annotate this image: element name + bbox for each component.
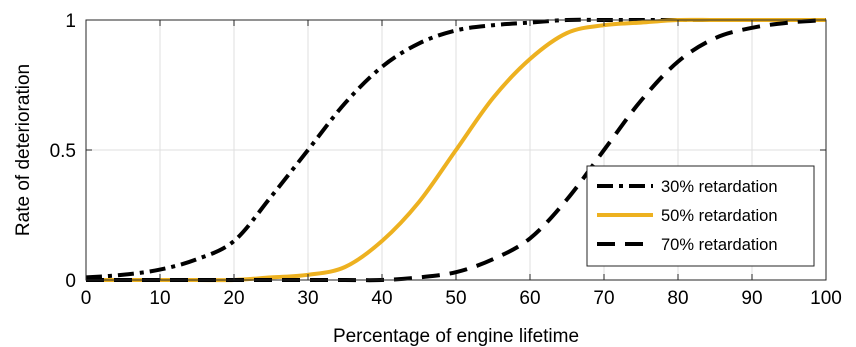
axis-ticks: 0 10 20 30 40 50 60 70 80 90 100 0 0.5 1 — [50, 11, 842, 309]
x-tick-label: 90 — [741, 288, 762, 309]
y-tick-label: 1 — [65, 11, 76, 32]
legend-label-1: 30% retardation — [661, 178, 778, 196]
x-tick-label: 0 — [81, 288, 92, 309]
x-tick-label: 40 — [371, 288, 392, 309]
y-axis-title: Rate of deterioration — [13, 64, 34, 236]
x-tick-label: 30 — [297, 288, 318, 309]
y-tick-label: 0 — [65, 271, 76, 292]
legend: 30% retardation 50% retardation 70% retard… — [586, 165, 815, 267]
legend-label-3: 70% retardation — [661, 236, 778, 254]
x-tick-label: 20 — [223, 288, 244, 309]
y-tick-label: 0.5 — [50, 141, 76, 162]
x-tick-label: 70 — [593, 288, 614, 309]
x-tick-label: 80 — [667, 288, 688, 309]
legend-label-2: 50% retardation — [661, 207, 778, 225]
x-tick-label: 60 — [519, 288, 540, 309]
x-tick-label: 100 — [810, 288, 842, 309]
x-tick-label: 10 — [149, 288, 170, 309]
x-axis-title: Percentage of engine lifetime — [333, 326, 579, 347]
x-tick-label: 50 — [445, 288, 466, 309]
